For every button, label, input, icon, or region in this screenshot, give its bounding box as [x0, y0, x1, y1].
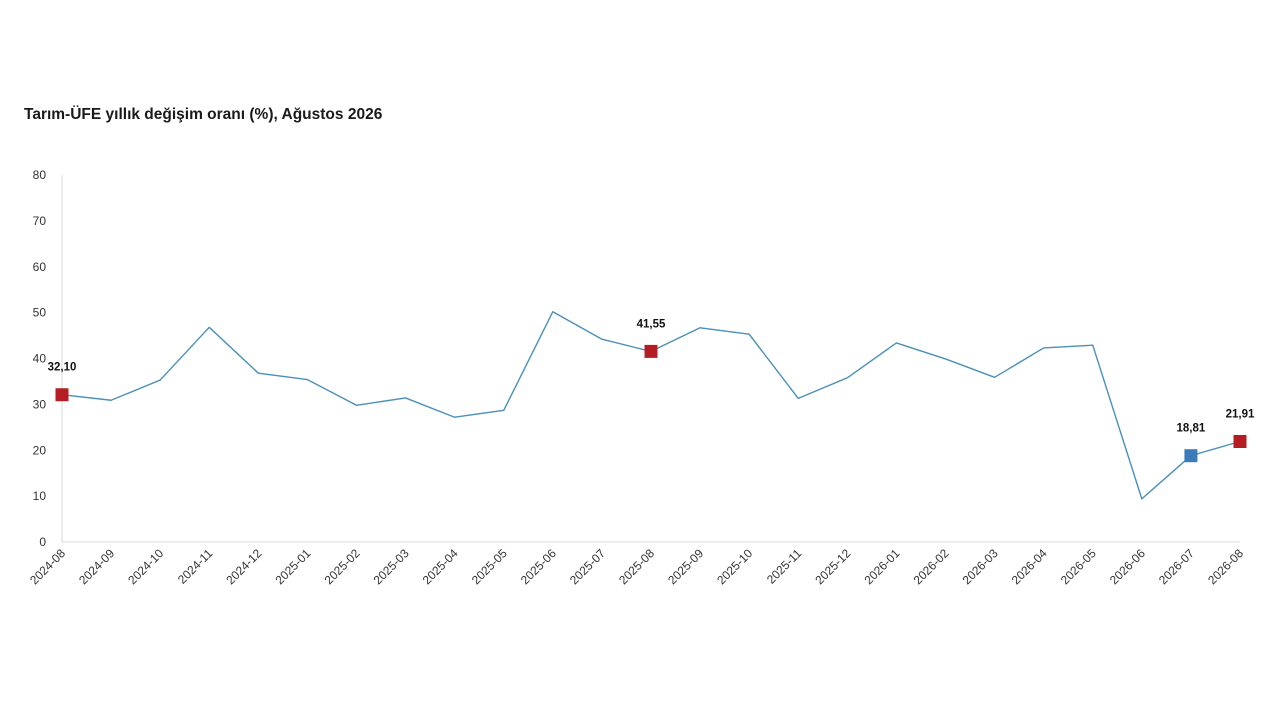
y-tick-label: 60: [33, 260, 47, 274]
y-tick-label: 10: [33, 489, 47, 503]
data-label: 21,91: [1226, 408, 1255, 420]
x-tick-label: 2025-12: [812, 546, 853, 587]
highlighted-points: 32,10 41,55 18,81 21,91: [48, 318, 1255, 463]
highlight-marker: [55, 388, 69, 402]
x-tick-label: 2024-11: [175, 546, 216, 587]
x-tick-label: 2026-01: [861, 546, 902, 587]
x-tick-label: 2026-07: [1156, 546, 1197, 587]
data-label: 18,81: [1177, 423, 1206, 435]
data-label: 41,55: [637, 318, 666, 330]
x-tick-label: 2026-02: [911, 546, 952, 587]
x-tick-label: 2025-11: [764, 546, 805, 587]
series: [61, 311, 1241, 500]
x-tick-label: 2026-03: [960, 546, 1001, 587]
y-axis: 0 10 20 30 40 50 60 70 80: [33, 168, 63, 549]
series-line: [61, 311, 1241, 500]
x-axis: 2024-08 2024-09 2024-10 2024-11 2024-12 2025-…: [27, 541, 1246, 587]
x-tick-label: 2024-10: [125, 546, 166, 587]
x-tick-label: 2025-06: [518, 546, 559, 587]
y-tick-label: 0: [39, 535, 46, 549]
data-label: 32,10: [48, 362, 77, 374]
x-tick-label: 2025-05: [469, 546, 510, 587]
x-tick-label: 2026-04: [1009, 546, 1050, 587]
y-tick-label: 50: [33, 306, 47, 320]
x-tick-label: 2025-02: [322, 546, 363, 587]
x-tick-label: 2024-09: [76, 546, 117, 587]
x-tick-label: 2025-04: [420, 546, 461, 587]
y-tick-label: 20: [33, 443, 47, 457]
x-tick-label: 2025-08: [616, 546, 657, 587]
chart-title: Tarım-ÜFE yıllık değişim oranı (%), Ağus…: [24, 106, 383, 123]
x-tick-label: 2025-09: [665, 546, 706, 587]
x-tick-label: 2026-05: [1058, 546, 1099, 587]
x-tick-label: 2025-10: [714, 546, 755, 587]
x-tick-label: 2025-07: [567, 546, 608, 587]
x-tick-label: 2025-01: [272, 546, 313, 587]
x-tick-label: 2025-03: [371, 546, 412, 587]
y-tick-label: 80: [33, 168, 47, 182]
highlight-marker: [1184, 449, 1198, 463]
x-tick-label: 2026-08: [1205, 546, 1246, 587]
highlight-marker: [1233, 434, 1247, 448]
x-tick-label: 2024-12: [223, 546, 264, 587]
y-tick-label: 40: [33, 352, 47, 366]
y-tick-label: 70: [33, 214, 47, 228]
highlight-marker: [644, 344, 658, 358]
y-tick-label: 30: [33, 397, 47, 411]
x-tick-label: 2026-06: [1107, 546, 1148, 587]
x-tick-label: 2024-08: [27, 546, 68, 587]
